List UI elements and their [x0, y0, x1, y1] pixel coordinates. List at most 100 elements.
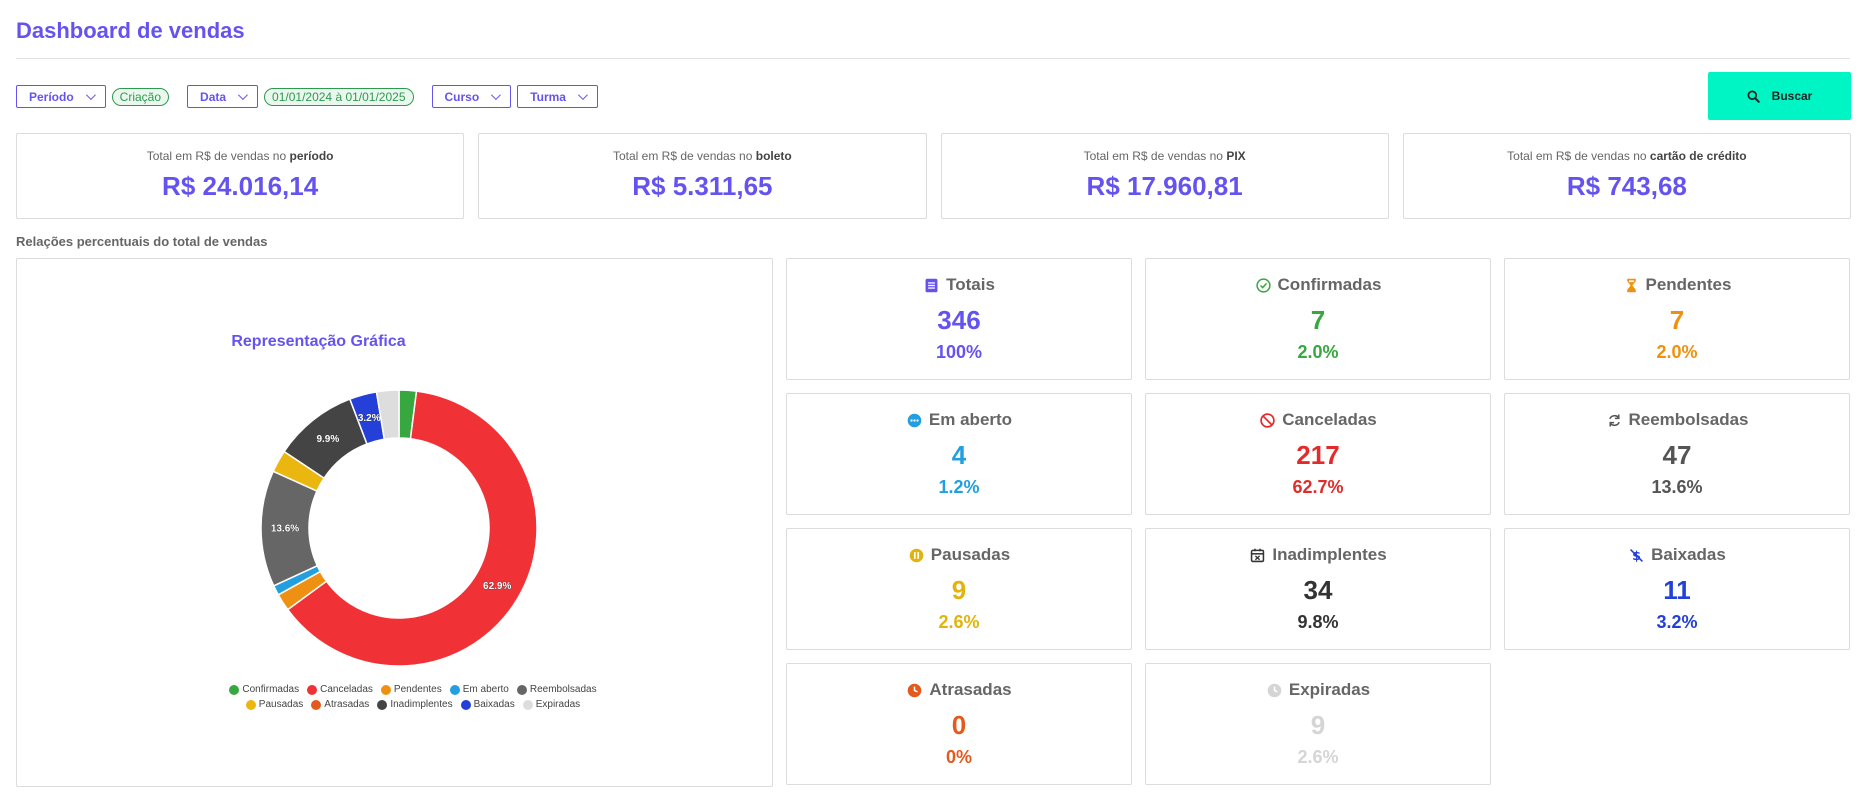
status-card-count: 11 — [1663, 575, 1691, 605]
data-dropdown[interactable]: Data — [187, 85, 259, 108]
summary-label: Total em R$ de vendas no período — [146, 149, 334, 163]
status-card-percent: 100% — [935, 342, 983, 362]
status-card-header: Atrasadas — [787, 680, 1131, 700]
status-card-percent: 2.0% — [1656, 342, 1698, 362]
summary-value: R$ 24.016,14 — [162, 171, 319, 201]
status-card-canceladas: Canceladas 217 62.7% — [1145, 393, 1491, 515]
chevron-down-icon — [238, 90, 248, 101]
legend-label: Reembolsadas — [529, 684, 597, 695]
status-card-count: 7 — [1669, 305, 1685, 335]
legend-label: Canceladas — [320, 684, 373, 695]
status-cards-grid: Totais 346 100% Confirmadas 7 2.0% Pendentes 7 2… — [786, 258, 1851, 785]
legend-swatch — [449, 684, 460, 695]
donut-slice-canceladas[interactable] — [286, 390, 538, 667]
refresh-icon — [1608, 414, 1620, 426]
search-button-label: Buscar — [1771, 89, 1813, 103]
legend-swatch — [307, 684, 318, 695]
hourglass-icon — [1626, 278, 1636, 292]
pause-circle-icon — [909, 548, 924, 562]
donut-slice-expiradas[interactable] — [375, 389, 400, 441]
status-card-header: Pausadas — [787, 545, 1131, 565]
legend-item[interactable]: Em aberto — [449, 684, 509, 695]
status-card-reembolsadas: Reembolsadas 47 13.6% — [1504, 393, 1850, 515]
status-card-label: Pendentes — [1645, 275, 1732, 294]
legend-swatch — [522, 699, 533, 710]
summary-value: R$ 17.960,81 — [1086, 171, 1243, 201]
clock-icon — [1267, 683, 1282, 697]
status-card-count: 7 — [1310, 305, 1326, 335]
periodo-dropdown[interactable]: Período — [16, 85, 106, 108]
status-card-count: 346 — [937, 305, 981, 335]
status-card-count: 9 — [1310, 710, 1326, 740]
donut-data-label: 9.9% — [316, 434, 339, 445]
legend-item[interactable]: Reembolsadas — [516, 684, 597, 695]
status-card-inadimplentes: Inadimplentes 34 9.8% — [1145, 528, 1491, 650]
legend-label: Confirmadas — [242, 684, 300, 695]
status-card-label: Totais — [946, 275, 995, 294]
summary-value: R$ 743,68 — [1566, 171, 1687, 201]
summary-card-cartao: Total em R$ de vendas no cartão de crédi… — [1402, 133, 1851, 219]
chevron-down-icon — [85, 90, 96, 101]
summary-card-pix: Total em R$ de vendas no PIX R$ 17.960,8… — [940, 133, 1389, 219]
status-card-percent: 1.2% — [938, 477, 980, 497]
turma-dropdown[interactable]: Turma — [517, 85, 598, 108]
legend-item[interactable]: Baixadas — [460, 699, 515, 710]
legend-label: Pendentes — [393, 684, 442, 695]
dollar-off-icon: $ — [1630, 548, 1644, 563]
curso-label: Curso — [444, 89, 480, 104]
chevron-down-icon — [577, 90, 588, 101]
legend-item[interactable]: Pendentes — [380, 684, 442, 695]
status-card-confirmadas: Confirmadas 7 2.0% — [1145, 258, 1491, 380]
legend-label: Atrasadas — [324, 699, 370, 710]
curso-dropdown[interactable]: Curso — [431, 85, 512, 108]
turma-label: Turma — [530, 89, 566, 104]
status-card-count: 217 — [1296, 440, 1340, 470]
legend-swatch — [380, 684, 391, 695]
summary-label: Total em R$ de vendas no PIX — [1083, 149, 1246, 163]
summary-label: Total em R$ de vendas no boleto — [612, 149, 792, 163]
legend-item[interactable]: Canceladas — [307, 684, 373, 695]
donut-data-label: 3.2% — [358, 413, 381, 424]
status-card-percent: 62.7% — [1292, 477, 1344, 497]
status-card-header: Canceladas — [1146, 410, 1490, 430]
legend-swatch — [460, 699, 471, 710]
status-card-em-aberto: Em aberto 4 1.2% — [786, 393, 1132, 515]
status-card-header: Pendentes — [1505, 275, 1849, 295]
status-card-percent: 0% — [945, 747, 972, 767]
legend-item[interactable]: Confirmadas — [229, 684, 299, 695]
chart-title: Representação Gráfica — [231, 333, 406, 350]
status-card-header: Totais — [787, 275, 1131, 295]
calendar-x-icon — [1251, 548, 1265, 562]
donut-chart: 62.9% 13.6% 9.9% 3.2% — [260, 389, 538, 667]
legend-row: Pausadas Atrasadas Inadimplentes Baixadas Ex… — [203, 699, 623, 710]
legend-label: Expiradas — [535, 699, 581, 710]
search-button[interactable]: Buscar — [1708, 72, 1851, 120]
date-range-chip: 01/01/2024 à 01/01/2025 — [264, 87, 414, 106]
legend-swatch — [516, 684, 527, 695]
legend-row: Confirmadas Canceladas Pendentes Em aberto R… — [203, 684, 623, 695]
status-card-count: 34 — [1303, 575, 1333, 605]
status-card-header: Em aberto — [787, 410, 1131, 430]
legend-item[interactable]: Pausadas — [245, 699, 303, 710]
status-card-label: Pausadas — [930, 545, 1011, 564]
dots-circle-icon — [907, 413, 922, 427]
status-card-percent: 2.6% — [938, 612, 980, 632]
status-card-header: $ Baixadas — [1505, 545, 1849, 565]
summary-value: R$ 5.311,65 — [632, 171, 773, 201]
status-card-baixadas: $ Baixadas 11 3.2% — [1504, 528, 1850, 650]
status-card-percent: 9.8% — [1297, 612, 1339, 632]
filter-bar: Período Criação Data 01/01/2024 à 01/01/… — [16, 85, 598, 108]
summary-row: Total em R$ de vendas no período R$ 24.0… — [16, 133, 1851, 219]
status-card-label: Confirmadas — [1277, 275, 1382, 294]
legend-item[interactable]: Expiradas — [522, 699, 581, 710]
status-card-header: Inadimplentes — [1146, 545, 1490, 565]
donut-data-label: 13.6% — [271, 524, 299, 535]
status-card-expiradas: Expiradas 9 2.6% — [1145, 663, 1491, 785]
legend-item[interactable]: Atrasadas — [311, 699, 369, 710]
status-card-label: Inadimplentes — [1272, 545, 1387, 564]
status-card-label: Expiradas — [1288, 680, 1371, 699]
legend-item[interactable]: Inadimplentes — [377, 699, 453, 710]
check-circle-icon — [1255, 277, 1271, 293]
status-card-percent: 13.6% — [1651, 477, 1703, 497]
